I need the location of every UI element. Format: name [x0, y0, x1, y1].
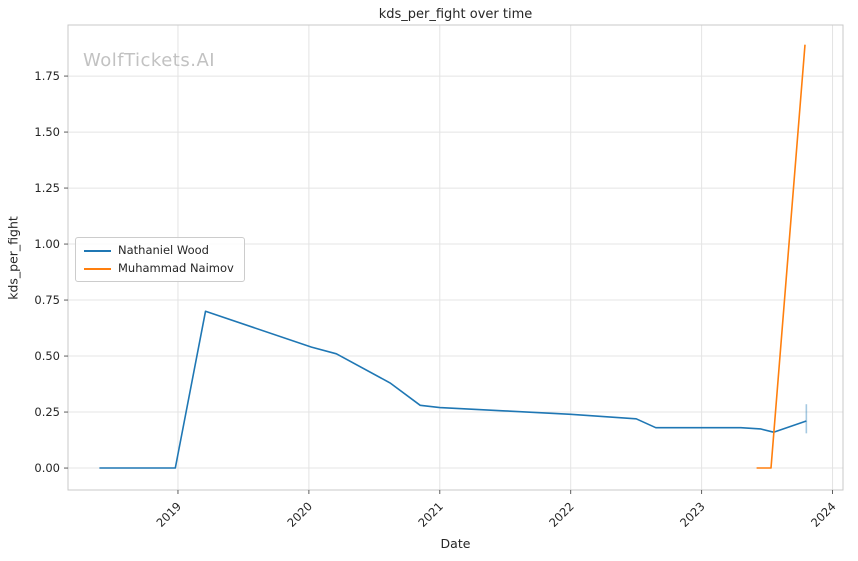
- series-line-muhammad-naimov: [756, 44, 806, 469]
- y-tick-label: 0.25: [34, 405, 60, 419]
- y-tick-label: 0.00: [34, 461, 60, 475]
- y-tick-label: 1.50: [34, 125, 60, 139]
- y-axis-label: kds_per_fight: [5, 216, 21, 300]
- x-tick-label: 2024: [808, 499, 839, 530]
- watermark: WolfTickets.AI: [83, 50, 216, 71]
- legend: Nathaniel Wood Muhammad Naimov: [75, 237, 245, 282]
- x-tick-label: 2023: [677, 499, 708, 530]
- x-tick-label: 2021: [415, 499, 446, 530]
- y-tick-label: 1.00: [34, 237, 60, 251]
- x-tick-label: 2022: [546, 499, 577, 530]
- chart-title: kds_per_fight over time: [378, 7, 533, 22]
- legend-swatch-nathaniel-wood: [84, 249, 111, 252]
- plot-border: [67, 24, 844, 491]
- y-tick-label: 1.75: [34, 69, 60, 83]
- legend-label: Muhammad Naimov: [118, 261, 234, 275]
- legend-swatch-muhammad-naimov: [84, 267, 111, 270]
- legend-label: Nathaniel Wood: [118, 243, 209, 257]
- y-tick-label: 1.25: [34, 181, 60, 195]
- legend-item: Nathaniel Wood: [84, 244, 234, 257]
- y-tick-label: 0.75: [34, 293, 60, 307]
- x-tick-label: 2019: [153, 499, 184, 530]
- x-tick-label: 2020: [284, 499, 315, 530]
- series-line-nathaniel-wood: [99, 310, 807, 469]
- y-tick-label: 0.50: [34, 349, 60, 363]
- x-axis-label: Date: [440, 536, 471, 551]
- legend-item: Muhammad Naimov: [84, 262, 234, 275]
